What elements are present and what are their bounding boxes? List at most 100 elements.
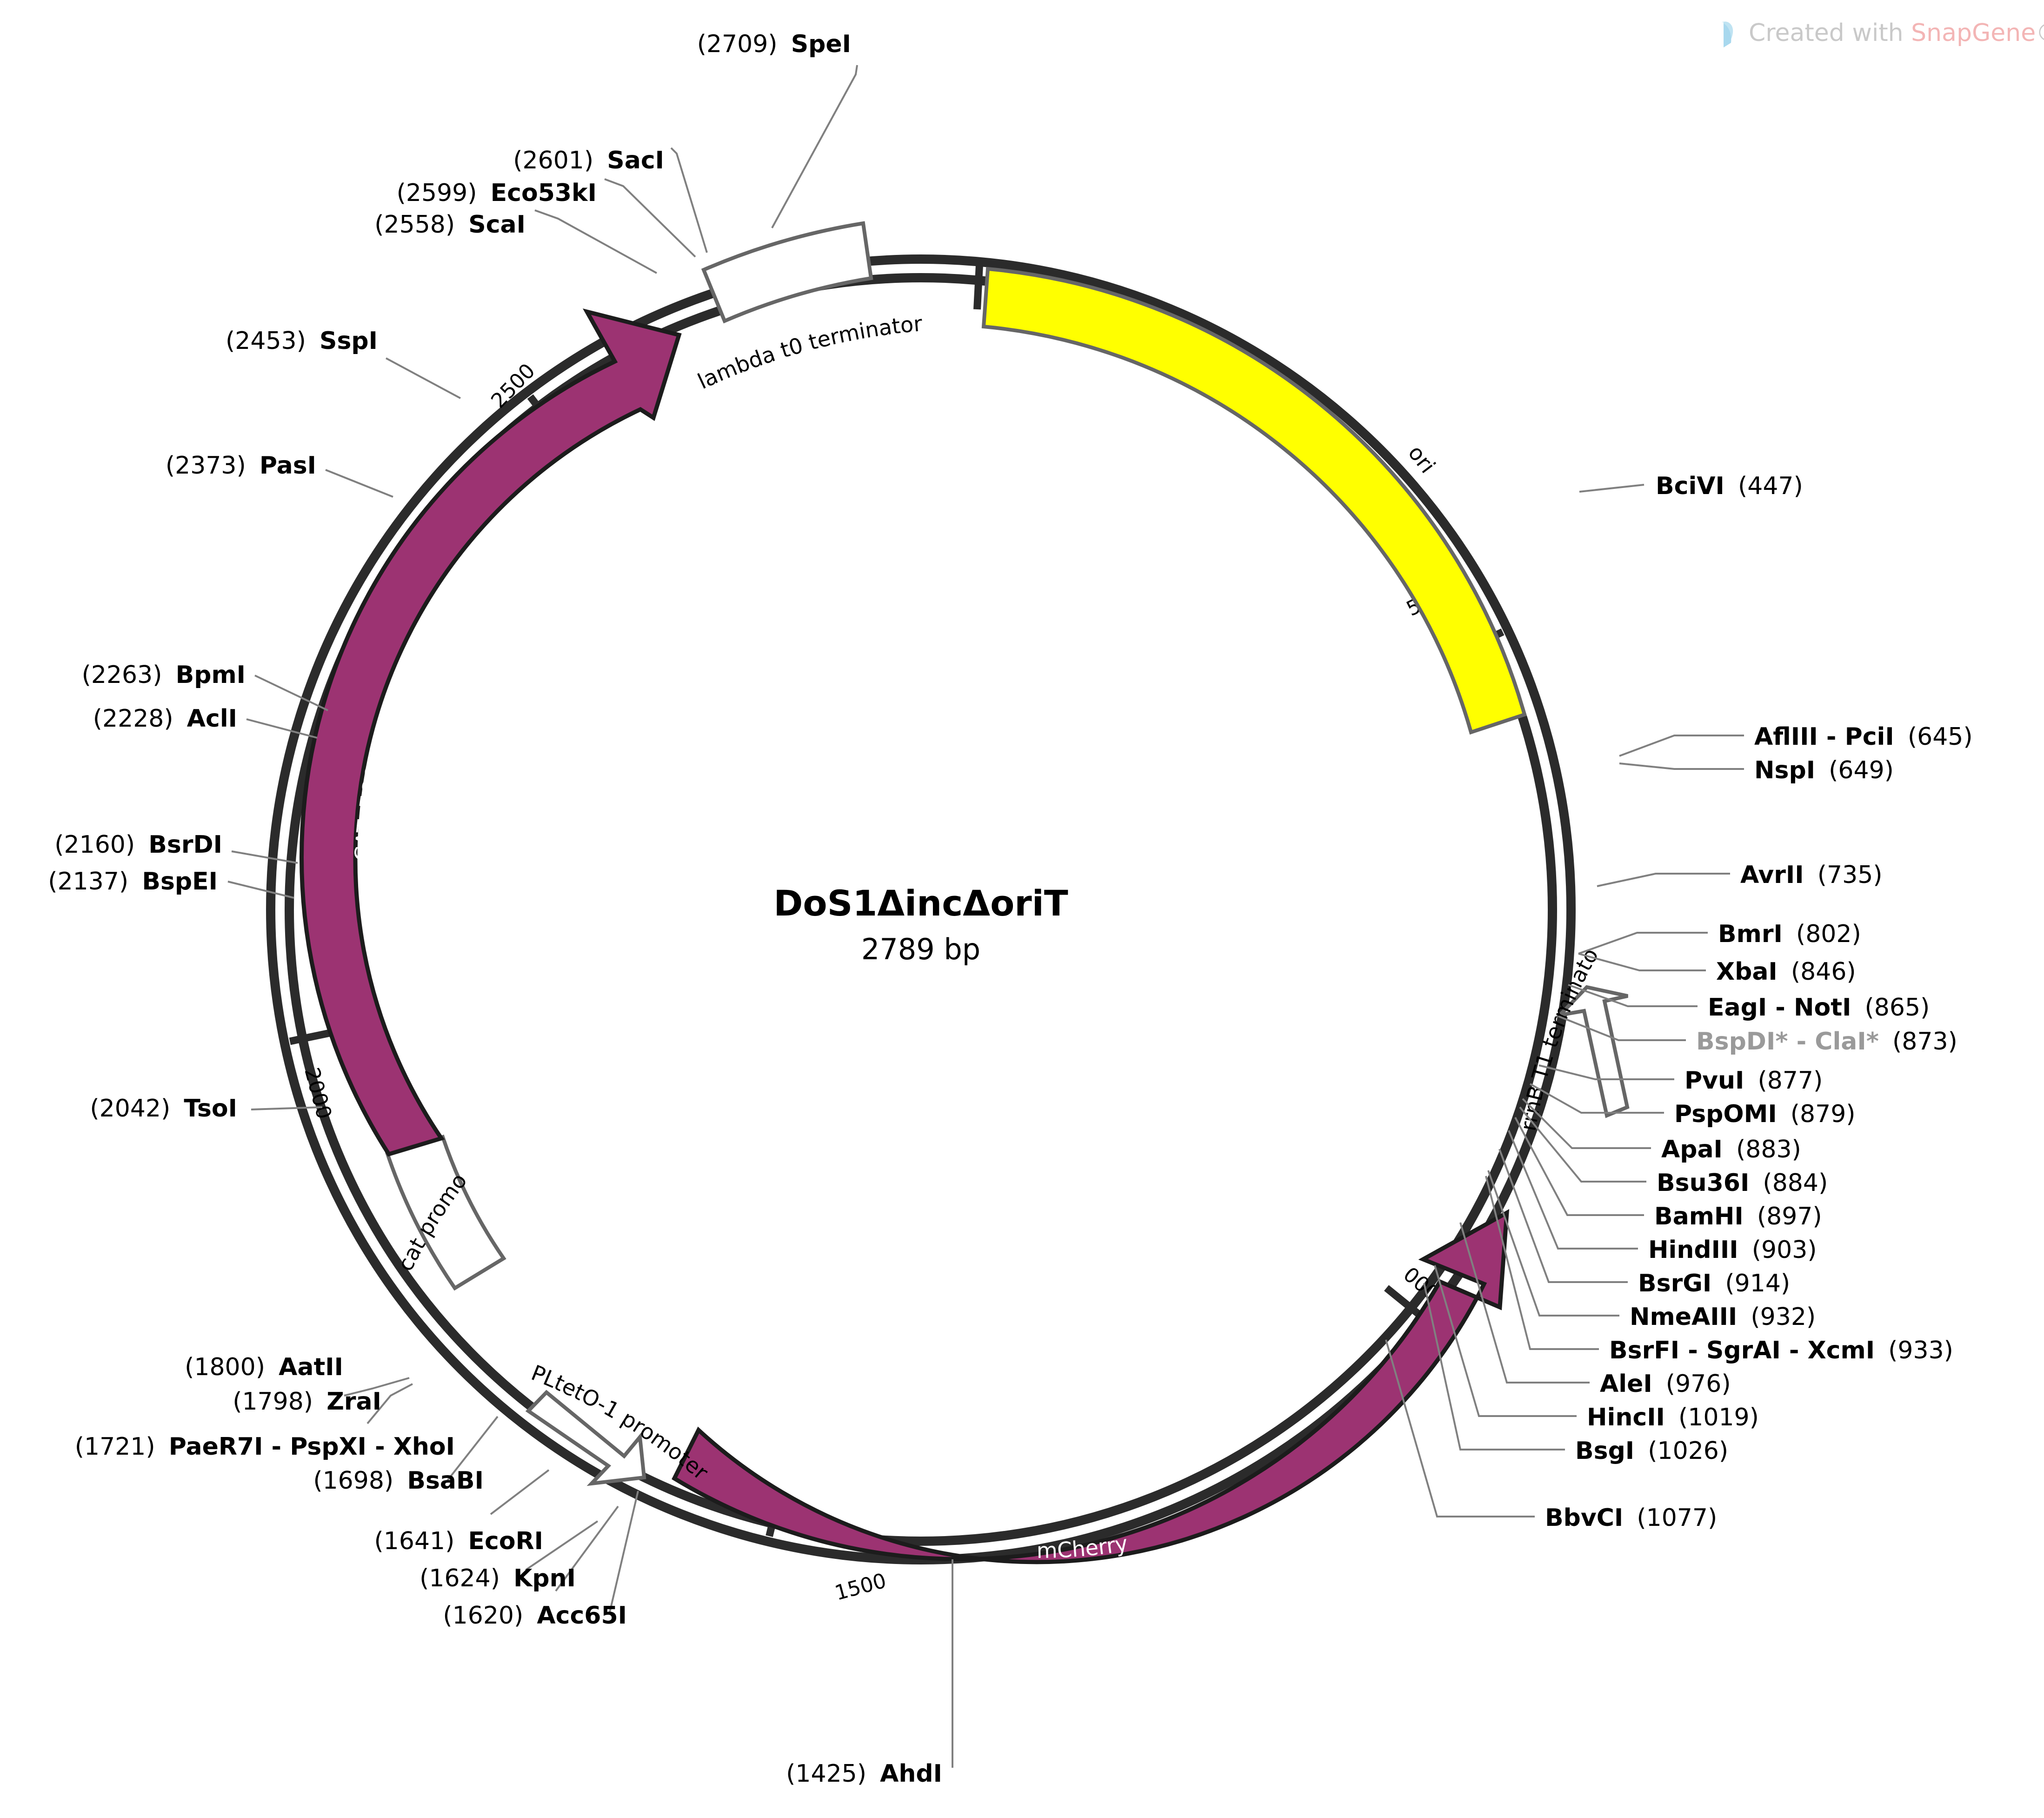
- enzyme-label-eco53ki[interactable]: (2599) Eco53kI: [397, 179, 597, 207]
- snapgene-watermark: Created with SnapGene®: [1722, 19, 2044, 47]
- svg-text:EagI - NotI (865): EagI - NotI (865): [1708, 994, 1930, 1022]
- svg-text:(1798) ZraI: (1798) ZraI: [233, 1388, 381, 1416]
- svg-text:(1721) PaeR7I - PspXI: (1721) PaeR7I - PspXI - XhoI: [75, 1433, 455, 1461]
- svg-text:BamHI (897): BamHI (897): [1654, 1203, 1822, 1230]
- enzyme-label-pspomi[interactable]: PspOMI (879): [1674, 1100, 1856, 1128]
- enzyme-label-pvui[interactable]: PvuI (877): [1684, 1067, 1823, 1095]
- feature-lambda-t0-terminator[interactable]: lambda t0 terminator: [694, 221, 924, 394]
- enzyme-label-tsoi[interactable]: (2042) TsoI: [90, 1095, 237, 1123]
- enzyme-label-bamhi[interactable]: BamHI (897): [1654, 1203, 1822, 1230]
- svg-text:ApaI (883): ApaI (883): [1661, 1136, 1801, 1163]
- leader-lines-left: [227, 65, 953, 1768]
- enzyme-label-sspi[interactable]: (2453) SspI: [226, 327, 378, 355]
- svg-text:BspDI* - ClaI* (873): BspDI* - ClaI* (873): [1696, 1028, 1957, 1056]
- enzyme-label-hincii[interactable]: HincII (1019): [1587, 1404, 1759, 1431]
- enzyme-label-spei[interactable]: (2709) SpeI: [697, 30, 851, 58]
- svg-text:HindIII (903): HindIII (903): [1648, 1236, 1817, 1264]
- enzyme-label-bmri[interactable]: BmrI (802): [1718, 920, 1861, 948]
- svg-text:NmeAIII (932): NmeAIII (932): [1630, 1303, 1816, 1331]
- svg-text:(2042) TsoI: (2042) TsoI: [90, 1095, 237, 1123]
- enzyme-label-avrii[interactable]: AvrII (735): [1740, 861, 1883, 889]
- feature-mcherry[interactable]: mCherry: [672, 1209, 1510, 1564]
- tick-label-1500: 1500: [832, 1569, 889, 1605]
- svg-text:AflIII - PciI (645): AflIII - PciI (645): [1754, 723, 1973, 751]
- enzyme-label-bcivi[interactable]: BciVI (447): [1656, 472, 1803, 500]
- svg-text:(1800) AatII: (1800) AatII: [185, 1353, 343, 1381]
- enzyme-label-bsu36i[interactable]: Bsu36I (884): [1657, 1169, 1828, 1197]
- feature-rrnb-t1-terminator[interactable]: rrnB T1 terminator: [0, 0, 1630, 1133]
- svg-text:(1620) Acc65I: (1620) Acc65I: [443, 1602, 627, 1630]
- enzyme-label-aflii-pcii[interactable]: AflIII - PciI (645): [1754, 723, 1973, 751]
- enzyme-label-bsabi[interactable]: (1698) BsaBI: [313, 1467, 484, 1495]
- svg-text:BsrGI (914): BsrGI (914): [1638, 1270, 1790, 1297]
- enzyme-label-bsgi[interactable]: BsgI (1026): [1575, 1437, 1728, 1465]
- ruler-tick-labels: 500 1000 1500 2000 2500: [300, 359, 1454, 1605]
- enzyme-label-ahdi[interactable]: (1425) AhdI: [786, 1760, 942, 1788]
- svg-text:AvrII (735): AvrII (735): [1740, 861, 1883, 889]
- feature-label-lambda-t0: lambda t0 terminator: [694, 311, 924, 394]
- enzyme-label-ecori[interactable]: (1641) EcoRI: [374, 1527, 543, 1555]
- svg-text:BmrI (802): BmrI (802): [1718, 920, 1861, 948]
- svg-text:(1698) BsaBI: (1698) BsaBI: [313, 1467, 484, 1495]
- svg-text:(2263) BpmI: (2263) BpmI: [82, 661, 246, 689]
- enzyme-label-kpni[interactable]: (1624) KpnI: [419, 1564, 576, 1592]
- svg-text:NspI (649): NspI (649): [1754, 756, 1894, 784]
- watermark-text: Created with SnapGene®: [1749, 19, 2044, 47]
- enzyme-label-pasi[interactable]: (2373) PasI: [166, 452, 316, 480]
- svg-text:(2160) BsrDI: (2160) BsrDI: [54, 831, 222, 859]
- leader-lines-right: [1385, 484, 1744, 1517]
- tick-1000: [1384, 1285, 1424, 1319]
- svg-text:PvuI (877): PvuI (877): [1684, 1067, 1823, 1095]
- enzyme-label-aatii[interactable]: (1800) AatII: [185, 1353, 343, 1381]
- svg-text:(2599) Eco53kI: (2599) Eco53kI: [397, 179, 597, 207]
- enzyme-label-hindiii[interactable]: HindIII (903): [1648, 1236, 1817, 1264]
- svg-text:(2709) SpeI: (2709) SpeI: [697, 30, 851, 58]
- enzyme-label-bsrfi-sgrai-xcmi[interactable]: BsrFI - SgrAI - XcmI (933): [1609, 1337, 1953, 1364]
- tick-1: [973, 264, 983, 310]
- enzyme-label-saci[interactable]: (2601) SacI: [513, 147, 664, 174]
- svg-text:(2228) AclI: (2228) AclI: [93, 705, 237, 733]
- enzyme-label-acli[interactable]: (2228) AclI: [93, 705, 237, 733]
- enzyme-label-zrai[interactable]: (1798) ZraI: [233, 1388, 381, 1416]
- enzyme-label-bbvci[interactable]: BbvCI (1077): [1545, 1504, 1717, 1532]
- plasmid-title-group: DoS1ΔincΔoriT 2789 bp: [773, 882, 1068, 966]
- enzyme-label-bspei[interactable]: (2137) BspEI: [48, 868, 218, 896]
- svg-text:(2137) BspEI: (2137) BspEI: [48, 868, 218, 896]
- enzyme-label-paer7i-pspxi-xhoi[interactable]: (1721) PaeR7I - PspXI - XhoI: [75, 1433, 455, 1461]
- svg-text:BbvCI (1077): BbvCI (1077): [1545, 1504, 1717, 1532]
- feature-cat-ecolx[interactable]: CAT_ECOLX: [300, 308, 682, 1157]
- svg-text:(2558) ScaI: (2558) ScaI: [374, 211, 526, 239]
- enzyme-label-apai[interactable]: ApaI (883): [1661, 1136, 1801, 1163]
- enzyme-label-acc65i[interactable]: (1620) Acc65I: [443, 1602, 627, 1630]
- enzyme-labels-right: BciVI (447) AflIII - PciI (645) NspI (64…: [1545, 472, 1973, 1532]
- enzyme-label-bpmi[interactable]: (2263) BpmI: [82, 661, 246, 689]
- enzyme-label-bsrgi[interactable]: BsrGI (914): [1638, 1270, 1790, 1297]
- enzyme-label-scai[interactable]: (2558) ScaI: [374, 211, 526, 239]
- enzyme-label-xbai[interactable]: XbaI (846): [1716, 958, 1856, 986]
- enzyme-labels-left: (1425) AhdI (1620) Acc65I (1624) KpnI (1…: [48, 30, 942, 1788]
- tick-2000: [289, 1028, 334, 1045]
- svg-text:(2373) PasI: (2373) PasI: [166, 452, 316, 480]
- svg-text:(1624) KpnI: (1624) KpnI: [419, 1564, 576, 1592]
- svg-text:(1641) EcoRI: (1641) EcoRI: [374, 1527, 543, 1555]
- svg-text:(2453) SspI: (2453) SspI: [226, 327, 378, 355]
- enzyme-label-bsrdi[interactable]: (2160) BsrDI: [54, 831, 222, 859]
- svg-text:PspOMI (879): PspOMI (879): [1674, 1100, 1856, 1128]
- svg-text:(1425) AhdI: (1425) AhdI: [786, 1760, 942, 1788]
- enzyme-label-nmeaiii[interactable]: NmeAIII (932): [1630, 1303, 1816, 1331]
- enzyme-label-alei[interactable]: AleI (976): [1600, 1370, 1731, 1398]
- svg-text:BciVI (447): BciVI (447): [1656, 472, 1803, 500]
- enzyme-label-nspi[interactable]: NspI (649): [1754, 756, 1894, 784]
- enzyme-label-bspdi-clai[interactable]: BspDI* - ClaI* (873): [1696, 1028, 1957, 1056]
- svg-text:BsrFI - SgrAI - XcmI (: BsrFI - SgrAI - XcmI (933): [1609, 1337, 1953, 1364]
- svg-text:BsgI (1026): BsgI (1026): [1575, 1437, 1728, 1465]
- plasmid-size: 2789 bp: [861, 932, 980, 966]
- svg-text:(2601) SacI: (2601) SacI: [513, 147, 664, 174]
- enzyme-label-eagi-noti[interactable]: EagI - NotI (865): [1708, 994, 1930, 1022]
- feature-pltet-o1-promoter[interactable]: PLtetO-1 promoter: [525, 1360, 713, 1486]
- svg-text:HincII (1019): HincII (1019): [1587, 1404, 1759, 1431]
- svg-text:XbaI (846): XbaI (846): [1716, 958, 1856, 986]
- feature-ori[interactable]: ori: [981, 267, 1527, 735]
